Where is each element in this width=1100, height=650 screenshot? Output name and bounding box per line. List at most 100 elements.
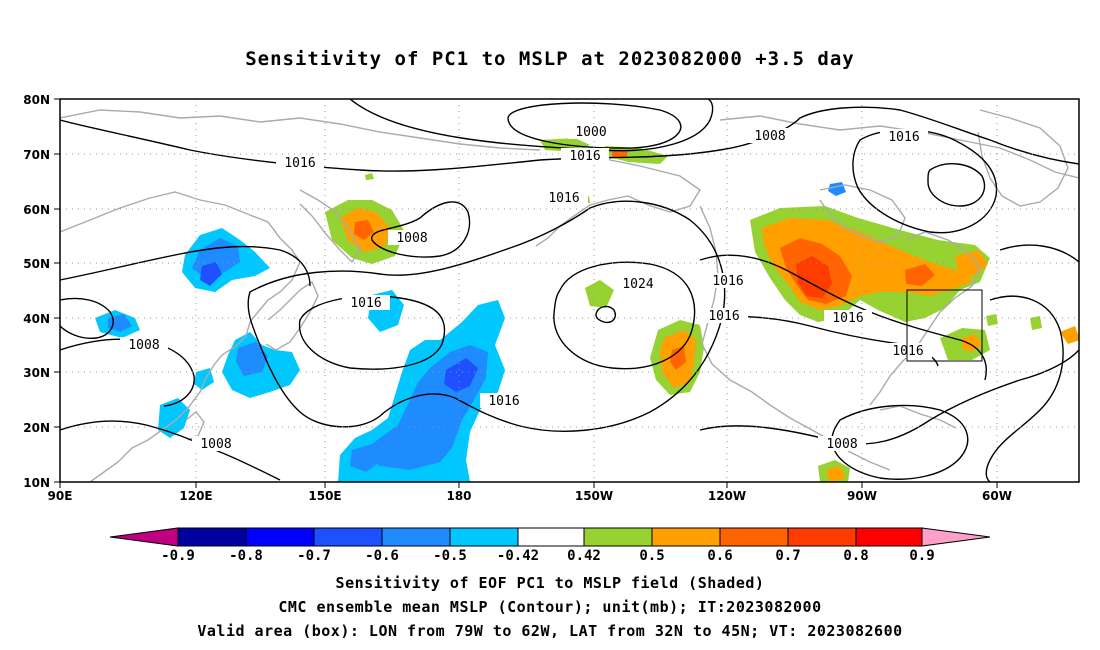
lat-label-70n: 70N — [23, 148, 50, 162]
contour-1008-kamchatka — [371, 201, 471, 258]
lat-axis: 80N 70N 60N 50N 40N 30N 20N 10N — [23, 93, 60, 490]
colorbar-segment — [449, 527, 519, 547]
lat-label-40n: 40N — [23, 312, 50, 326]
contour-label-1016-west-pacific: 1016 — [350, 296, 381, 311]
lat-label-60n: 60N — [23, 203, 50, 217]
lon-label-90e: 90E — [48, 489, 73, 503]
orange-area-far-east — [1060, 326, 1079, 344]
colorbar-segment — [381, 527, 451, 547]
contour-1016-subtropical — [247, 200, 726, 432]
colorbar-segment — [651, 527, 721, 547]
colorbar-label: 0.8 — [843, 548, 868, 564]
coastline-caribbean — [879, 405, 957, 429]
lon-label-150w: 150W — [575, 489, 613, 503]
green-area-atlantic-small — [986, 314, 998, 326]
contour-label-group: 1000 1016 1016 1008 1016 1008 1016 1016 … — [120, 124, 932, 452]
blue-area-east-pacific-south — [350, 444, 380, 472]
lat-label-20n: 20N — [23, 421, 50, 435]
caption-line-1: Sensitivity of EOF PC1 to MSLP field (Sh… — [335, 574, 765, 592]
contour-1016-atlantic — [999, 244, 1079, 263]
contour-1008-canada-inner — [927, 163, 986, 207]
sensitivity-shading — [95, 138, 1079, 482]
contour-label-1016-na-west: 1016 — [708, 309, 739, 324]
lon-label-90w: 90W — [847, 489, 877, 503]
colorbar-label: 0.5 — [639, 548, 664, 564]
coastline-asia — [60, 191, 301, 482]
contour-label-1016-na-north: 1016 — [712, 274, 743, 289]
contour-1024-high — [553, 261, 696, 370]
lon-label-180: 180 — [446, 489, 471, 503]
contour-1008-asia-south — [60, 420, 281, 481]
orange-area-gulf — [826, 466, 846, 482]
green-area-far-east — [1030, 316, 1042, 330]
colorbar-segment — [583, 527, 653, 547]
colorbar-label: 0.7 — [775, 548, 800, 564]
blue-area-canada-small — [828, 182, 846, 196]
contour-1008-asia-west — [60, 297, 114, 340]
colorbar-label: -0.42 — [497, 548, 539, 564]
colorbar-segment — [177, 527, 247, 547]
contour-label-1000: 1000 — [575, 125, 606, 140]
colorbar-label: -0.8 — [229, 548, 263, 564]
contour-label-1016-bering: 1016 — [548, 191, 579, 206]
lat-label-50n: 50N — [23, 257, 50, 271]
caption-line-3: Valid area (box): LON from 79W to 62W, L… — [197, 622, 903, 640]
coastline-alaska — [535, 149, 701, 247]
contour-1016-north — [60, 106, 1079, 172]
colorbar-label: 0.6 — [707, 548, 732, 564]
contour-label-1008-asia-south: 1008 — [200, 437, 231, 452]
valid-area-box — [906, 289, 983, 362]
colorbar-segment — [245, 527, 315, 547]
orange-area-atlantic — [962, 334, 982, 352]
colorbar-segment — [719, 527, 789, 547]
contour-label-1016-us: 1016 — [832, 311, 863, 326]
colorbar-label: 0.9 — [909, 548, 934, 564]
coastline-hudson — [819, 184, 906, 243]
contour-label-1008-south: 1008 — [826, 437, 857, 452]
coastline-kamchatka — [299, 189, 361, 264]
redorange-area-kamchatka — [354, 220, 374, 240]
colorbar-label: -0.5 — [433, 548, 467, 564]
colorbar-left-arrow — [109, 527, 179, 547]
colorbar-label: -0.7 — [297, 548, 331, 564]
green-area-siberia-dot — [365, 173, 374, 180]
lat-label-10n: 10N — [23, 476, 50, 490]
contour-1008-southwest — [699, 349, 1079, 445]
lat-label-80n: 80N — [23, 93, 50, 107]
contour-label-1016-subtropical: 1016 — [488, 394, 519, 409]
figure-title: Sensitivity of PC1 to MSLP at 2023082000… — [245, 48, 855, 70]
lat-label-30n: 30N — [23, 366, 50, 380]
contour-labels: 1000 1016 1016 1008 1016 1008 1016 1016 … — [120, 124, 932, 452]
contour-label-1008-asia: 1008 — [128, 338, 159, 353]
positive-sensitivity-areas — [325, 138, 1079, 482]
lon-label-120w: 120W — [708, 489, 746, 503]
colorbar-segment — [787, 527, 857, 547]
contour-small-center — [595, 305, 616, 324]
lon-label-60w: 60W — [982, 489, 1012, 503]
contour-label-1008-canada: 1016 — [888, 130, 919, 145]
coastline-korea-japan — [265, 280, 319, 351]
map-frame — [59, 98, 1080, 483]
blue-area-main-pacific-inner — [444, 358, 478, 392]
lon-axis: 90E 120E 150E 180 150W 120W 90W 60W — [48, 482, 1012, 503]
colorbar-label: -0.6 — [365, 548, 399, 564]
mslp-contours — [60, 99, 1079, 482]
colorbar-label: -0.9 — [161, 548, 195, 564]
coastline-arctic-islands — [719, 115, 1079, 179]
contour-1016-atlantic-2 — [985, 295, 1064, 482]
blue-area-korea-core — [236, 342, 268, 376]
red-area-north-america — [796, 256, 832, 298]
colorbar-label: 0.42 — [567, 548, 601, 564]
blue-area-taiwan — [194, 368, 214, 390]
lon-label-150e: 150E — [308, 489, 341, 503]
colorbar: -0.9 -0.8 -0.7 -0.6 -0.5 -0.42 0.42 0.5 … — [109, 527, 991, 564]
coastline-greenland — [977, 109, 1069, 207]
contour-1008-arctic — [349, 99, 714, 152]
contour-label-1024: 1024 — [622, 277, 653, 292]
contour-1016-east-asia — [60, 245, 311, 287]
colorbar-segment — [517, 527, 585, 547]
contour-1008-canada — [852, 129, 998, 234]
contour-label-1008-kamchatka: 1008 — [396, 231, 427, 246]
contour-label-1016-north: 1016 — [284, 156, 315, 171]
contour-1000-arctic — [507, 102, 682, 149]
